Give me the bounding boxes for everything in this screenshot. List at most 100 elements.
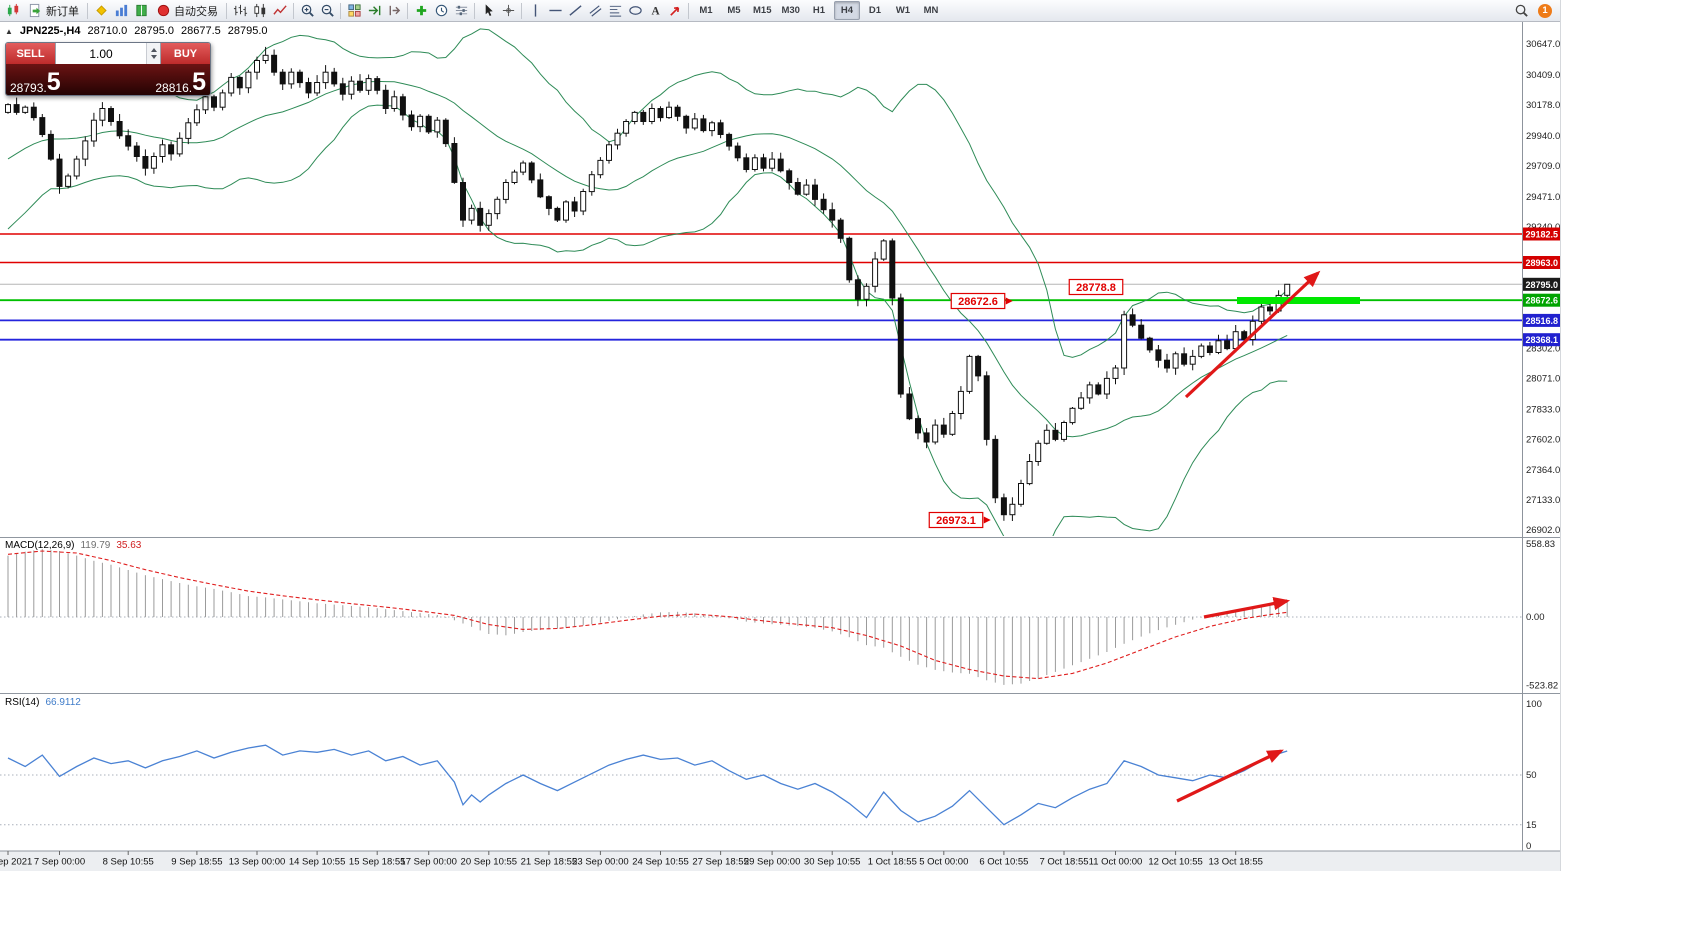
shapes-icon[interactable] bbox=[625, 1, 645, 20]
indicators-add-icon[interactable] bbox=[411, 1, 431, 20]
svg-text:8 Sep 10:55: 8 Sep 10:55 bbox=[103, 857, 154, 868]
volume-field[interactable]: 1.00 bbox=[55, 43, 161, 64]
timeframe-button-h1[interactable]: H1 bbox=[812, 5, 826, 16]
svg-text:5 Oct 00:00: 5 Oct 00:00 bbox=[919, 857, 968, 868]
periods-icon[interactable] bbox=[431, 1, 451, 20]
buy-price-dot: . bbox=[188, 80, 193, 95]
toolbar-right: 1 bbox=[1511, 1, 1557, 20]
auto-trading-button[interactable]: 自动交易 bbox=[151, 1, 223, 20]
svg-text:17 Sep 00:00: 17 Sep 00:00 bbox=[400, 857, 457, 868]
buy-button[interactable]: BUY bbox=[161, 43, 210, 64]
tile-windows-icon[interactable] bbox=[344, 1, 364, 20]
panel-separators[interactable] bbox=[0, 537, 1560, 694]
vertical-line-icon[interactable] bbox=[525, 1, 545, 20]
toolbar-separator bbox=[87, 2, 88, 19]
svg-text:28963.0: 28963.0 bbox=[1526, 258, 1559, 268]
ohlc-close: 28795.0 bbox=[227, 25, 268, 37]
zoom-out-icon[interactable] bbox=[317, 1, 337, 20]
ohlc-high: 28795.0 bbox=[134, 25, 174, 37]
svg-text:28672.6: 28672.6 bbox=[958, 296, 998, 308]
sell-button[interactable]: SELL bbox=[6, 43, 55, 64]
toolbar-separator bbox=[688, 2, 689, 19]
new-order-button[interactable]: 新订单 bbox=[23, 1, 84, 20]
ohlc-low: 28677.5 bbox=[181, 25, 221, 37]
svg-text:100: 100 bbox=[1526, 699, 1542, 710]
timeframe-button-m5[interactable]: M5 bbox=[727, 5, 741, 16]
price-axis[interactable]: 30647.0 30409.0 30178.0 29940.0 29709.0 29471… bbox=[1522, 22, 1561, 851]
candlestick-chart-icon[interactable] bbox=[250, 1, 270, 20]
crosshair-icon[interactable] bbox=[498, 1, 518, 20]
highlight-rectangle[interactable] bbox=[1237, 297, 1360, 304]
volume-spinner[interactable] bbox=[146, 43, 160, 64]
arrow-object-icon[interactable] bbox=[665, 1, 685, 20]
volume-value[interactable]: 1.00 bbox=[89, 46, 113, 61]
svg-text:28302.0: 28302.0 bbox=[1526, 344, 1560, 355]
toolbar-separator bbox=[293, 2, 294, 19]
svg-text:14 Sep 10:55: 14 Sep 10:55 bbox=[289, 857, 346, 868]
auto-scroll-icon[interactable] bbox=[364, 1, 384, 20]
svg-text:23 Sep 00:00: 23 Sep 00:00 bbox=[572, 857, 629, 868]
timeframe-button-h4[interactable]: H4 bbox=[833, 1, 860, 20]
line-chart-icon[interactable] bbox=[270, 1, 290, 20]
svg-text:30 Sep 10:55: 30 Sep 10:55 bbox=[804, 857, 861, 868]
svg-text:30647.0: 30647.0 bbox=[1526, 39, 1560, 50]
text-label-icon[interactable]: A bbox=[645, 1, 665, 20]
bollinger-middle bbox=[7, 80, 1288, 438]
svg-text:558.83: 558.83 bbox=[1526, 539, 1555, 550]
svg-text:29471.0: 29471.0 bbox=[1526, 192, 1560, 203]
chart-properties-icon[interactable] bbox=[451, 1, 471, 20]
chart-shift-icon[interactable] bbox=[384, 1, 404, 20]
macd-name: MACD(12,26,9) bbox=[5, 540, 75, 551]
sell-price-pip: 5 bbox=[46, 67, 61, 96]
sell-price[interactable]: 28793. 5 bbox=[10, 67, 61, 96]
svg-text:27133.0: 27133.0 bbox=[1526, 495, 1560, 506]
chart-canvas[interactable]: 28672.6 28778.8 26973.1 30647.0 30409.0 30178… bbox=[0, 0, 1560, 871]
timeframe-button-m30[interactable]: M30 bbox=[781, 5, 800, 16]
rsi-value: 66.9112 bbox=[45, 697, 81, 708]
svg-text:21 Sep 18:55: 21 Sep 18:55 bbox=[521, 857, 578, 868]
toolbar: 新订单 自动交易 A M1 M5 M15 M30 H1 H4 D1 W1 MN 1 bbox=[0, 0, 1560, 22]
zoom-in-icon[interactable] bbox=[297, 1, 317, 20]
horizontal-level-lines[interactable] bbox=[0, 233, 1522, 341]
svg-text:50: 50 bbox=[1526, 770, 1537, 781]
cursor-icon[interactable] bbox=[478, 1, 498, 20]
buy-price[interactable]: 28816. 5 bbox=[155, 69, 206, 95]
timeframe-button-m1[interactable]: M1 bbox=[699, 5, 713, 16]
bar-chart-icon[interactable] bbox=[230, 1, 250, 20]
trend-arrows[interactable] bbox=[1176, 270, 1321, 803]
equidistant-channel-icon[interactable] bbox=[585, 1, 605, 20]
timeframe-button-m15[interactable]: M15 bbox=[753, 5, 772, 16]
svg-text:29940.0: 29940.0 bbox=[1526, 131, 1560, 142]
new-chart-icon[interactable] bbox=[3, 1, 23, 20]
svg-text:30409.0: 30409.0 bbox=[1526, 70, 1560, 81]
fibonacci-icon[interactable] bbox=[605, 1, 625, 20]
svg-text:12 Oct 10:55: 12 Oct 10:55 bbox=[1148, 857, 1202, 868]
timeframe-button-w1[interactable]: W1 bbox=[895, 5, 911, 16]
trendline-icon[interactable] bbox=[565, 1, 585, 20]
macd-label: MACD(12,26,9) 119.79 35.63 bbox=[5, 540, 141, 551]
notification-badge[interactable]: 1 bbox=[1538, 3, 1552, 18]
svg-text:27364.0: 27364.0 bbox=[1526, 465, 1560, 476]
market-watch-icon[interactable] bbox=[131, 1, 151, 20]
spin-down-icon[interactable] bbox=[150, 55, 157, 59]
search-icon[interactable] bbox=[1511, 1, 1531, 20]
one-click-prices: 28793. 5 28816. 5 bbox=[6, 64, 210, 95]
horizontal-line-icon[interactable] bbox=[545, 1, 565, 20]
timeframe-button-mn[interactable]: MN bbox=[923, 5, 939, 16]
svg-text:30178.0: 30178.0 bbox=[1526, 100, 1560, 111]
charts-menu-icon[interactable] bbox=[111, 1, 131, 20]
svg-text:9 Sep 18:55: 9 Sep 18:55 bbox=[171, 857, 222, 868]
svg-text:3 Sep 2021: 3 Sep 2021 bbox=[0, 857, 32, 868]
svg-text:29240.0: 29240.0 bbox=[1526, 222, 1560, 233]
timeframe-button-d1[interactable]: D1 bbox=[868, 5, 882, 16]
price-annotations[interactable]: 28672.6 28778.8 26973.1 bbox=[928, 278, 1124, 529]
bollinger-bands bbox=[7, 28, 1288, 536]
macd-histogram bbox=[7, 549, 1288, 685]
svg-text:0: 0 bbox=[1526, 841, 1531, 852]
spin-up-icon[interactable] bbox=[150, 48, 157, 52]
one-click-collapse-icon[interactable]: ▲ bbox=[5, 26, 13, 36]
mql5-community-icon[interactable] bbox=[91, 1, 111, 20]
price-axis-tags: 29182.5 28963.0 28795.0 28672.6 28516.8 28368… bbox=[1523, 227, 1560, 347]
svg-text:13 Oct 18:55: 13 Oct 18:55 bbox=[1208, 857, 1262, 868]
